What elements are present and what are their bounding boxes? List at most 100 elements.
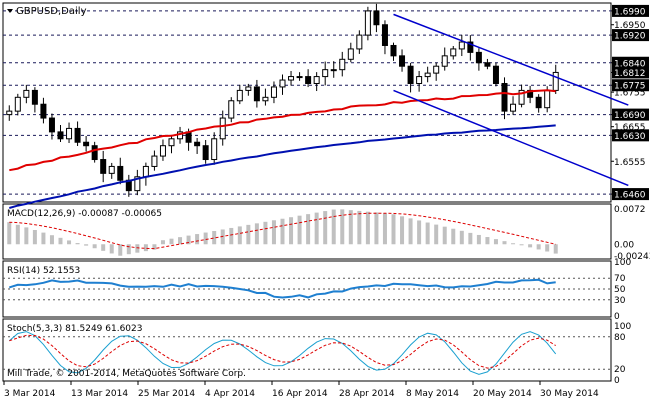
candle-body <box>381 24 388 46</box>
macd-bar <box>126 244 131 255</box>
price-label: 1.6690 <box>614 111 646 121</box>
candle-body <box>262 96 269 102</box>
candle-body <box>407 65 414 84</box>
macd-bar <box>178 237 183 245</box>
candle-body <box>373 10 380 26</box>
candle-body <box>305 76 312 84</box>
candle-body <box>288 76 295 81</box>
candle-body <box>339 58 346 71</box>
candle-body <box>236 89 243 102</box>
price-panel <box>2 2 612 203</box>
date-label: 8 May 2014 <box>406 389 459 399</box>
candle-body <box>279 79 286 88</box>
stoch-axis-label: 80 <box>614 333 626 343</box>
macd-bar <box>306 214 311 245</box>
macd-panel <box>2 203 612 260</box>
macd-bar <box>24 227 29 245</box>
price-label: 1.6460 <box>614 191 646 201</box>
candle-body <box>100 159 107 174</box>
macd-bar <box>323 211 328 245</box>
chart-title: GBPUSD,Daily <box>16 6 87 17</box>
macd-bar <box>331 209 336 245</box>
macd-bar <box>229 227 234 245</box>
price-label: 1.6840 <box>614 59 646 69</box>
stoch-panel <box>2 318 612 382</box>
candle-body <box>330 69 337 72</box>
macd-bar <box>67 240 72 245</box>
date-label: 30 May 2014 <box>540 389 599 399</box>
date-label: 4 Apr 2014 <box>205 389 255 399</box>
candle-body <box>484 62 491 67</box>
macd-bar <box>348 210 353 245</box>
candle-body <box>458 41 465 50</box>
candle-body <box>194 141 201 147</box>
candle-body <box>23 89 30 98</box>
rsi-axis-label: 70 <box>614 274 626 284</box>
candle-body <box>14 96 21 112</box>
candle-body <box>142 165 149 178</box>
date-label: 25 Mar 2014 <box>138 389 195 399</box>
macd-bar <box>58 237 63 245</box>
macd-bar <box>357 210 362 245</box>
date-label: 13 Mar 2014 <box>71 389 128 399</box>
macd-bar <box>280 218 285 245</box>
candle-body <box>492 65 499 84</box>
stoch-title: Stoch(5,3,3) 81.5249 61.6023 <box>7 324 142 334</box>
macd-bar <box>314 212 319 245</box>
macd-bar <box>511 243 516 245</box>
macd-bar <box>519 244 524 246</box>
rsi-axis-label: 0 <box>614 312 620 322</box>
candle-body <box>364 10 371 36</box>
macd-bar <box>7 222 12 245</box>
macd-bar <box>451 228 456 245</box>
candle-body <box>40 103 47 119</box>
macd-bar <box>237 226 242 245</box>
candle-body <box>6 110 13 116</box>
macd-bar <box>271 220 276 245</box>
macd-bar <box>203 232 208 245</box>
candle-body <box>211 138 218 161</box>
candle-body <box>202 145 209 161</box>
macd-bar <box>109 244 114 254</box>
candle-body <box>117 165 124 181</box>
date-label: 16 Apr 2014 <box>272 389 328 399</box>
macd-axis-label: -0.00243 <box>614 252 650 262</box>
candle-body <box>510 103 517 112</box>
price-label: 1.6812 <box>614 69 646 79</box>
candle-body <box>219 117 226 140</box>
macd-bar <box>493 239 498 245</box>
price-label-box <box>612 29 649 42</box>
stoch-axis-label: 20 <box>614 365 626 375</box>
macd-bar <box>101 244 106 251</box>
rsi-title: RSI(14) 52.1553 <box>7 266 80 276</box>
candle-body <box>313 76 320 84</box>
macd-bar <box>15 224 20 245</box>
macd-bar <box>442 226 447 245</box>
macd-signal-line <box>9 212 556 250</box>
candle-body <box>552 71 559 91</box>
macd-bar <box>417 220 422 245</box>
candle-body <box>467 41 474 53</box>
candle-body <box>501 82 508 112</box>
copyright-text: Mill Trade, © 2001-2014, MetaQuotes Soft… <box>7 369 246 379</box>
price-label-box <box>612 79 649 92</box>
candle-body <box>168 138 175 147</box>
dropdown-arrow-icon[interactable] <box>7 9 13 13</box>
macd-bar <box>434 224 439 245</box>
candle-body <box>31 89 38 105</box>
candle-body <box>159 145 166 157</box>
macd-bar <box>212 231 217 245</box>
macd-bar <box>246 224 251 245</box>
candle-body <box>347 48 354 60</box>
macd-bar <box>84 244 89 246</box>
price-label: 1.6555 <box>614 158 646 168</box>
moving-average-slow <box>9 124 556 209</box>
price-label-box <box>612 129 649 142</box>
price-label-box <box>612 188 649 201</box>
macd-bar <box>263 221 268 245</box>
macd-bar <box>152 244 157 250</box>
trend-line <box>393 13 629 106</box>
